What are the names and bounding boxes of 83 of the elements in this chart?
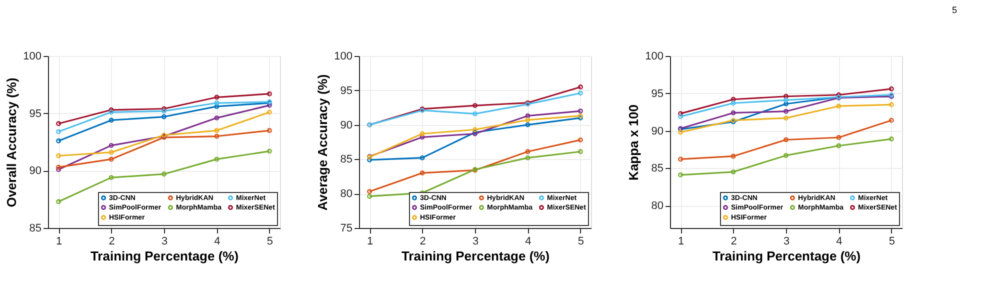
x-tick-label: 2 [420, 236, 426, 248]
point [784, 94, 788, 99]
x-tick-label: 2 [108, 236, 115, 248]
point [214, 100, 220, 106]
point [420, 131, 425, 136]
x-tick-label: 3 [783, 236, 790, 248]
point [730, 154, 736, 159]
point [784, 137, 788, 142]
point [784, 152, 788, 158]
point [472, 103, 478, 108]
point [420, 155, 425, 160]
point [730, 169, 736, 174]
point [472, 127, 478, 132]
y-tick-label: 95 [651, 88, 664, 100]
point [525, 149, 530, 154]
x-tick-label: 1 [678, 236, 684, 248]
point [214, 115, 220, 120]
x-tick-label: 4 [836, 236, 842, 248]
y-tick-label: 85 [651, 162, 664, 175]
point [108, 156, 114, 162]
y-tick-label: 95 [29, 108, 42, 120]
x-tick-label: 4 [525, 236, 532, 248]
point [784, 116, 788, 121]
y-axis-title: Kappa x 100 [626, 104, 642, 180]
x-tick-label: 2 [730, 236, 737, 248]
point [108, 110, 114, 115]
x-axis-title: Training Percentage (%) [712, 248, 861, 264]
y-axis-title: Average Accuracy (%) [315, 74, 330, 211]
point [108, 118, 114, 123]
y-tick-label: 100 [645, 50, 664, 62]
point [525, 122, 530, 128]
point [836, 92, 842, 98]
point [214, 94, 220, 100]
point [730, 96, 736, 102]
y-tick-label: 90 [340, 119, 352, 132]
point [108, 107, 114, 112]
x-axis-title: Training Percentage (%) [401, 248, 550, 264]
point [162, 114, 166, 120]
x-tick-label: 3 [472, 236, 479, 248]
x-tick-label: 1 [366, 236, 374, 248]
point [162, 172, 166, 177]
y-tick-label: 90 [651, 125, 664, 138]
point [162, 108, 166, 114]
y-tick-label: 75 [340, 222, 352, 234]
point [214, 104, 220, 109]
y-tick-label: 100 [23, 50, 42, 62]
point [730, 110, 736, 116]
point [525, 113, 530, 118]
point [214, 156, 220, 162]
x-tick-label: 4 [214, 236, 220, 248]
point [836, 135, 842, 140]
text: 5 [952, 5, 957, 15]
point [214, 128, 220, 133]
point [108, 150, 114, 155]
point [108, 175, 114, 180]
point [784, 101, 788, 106]
y-tick-label: 100 [334, 50, 352, 62]
point [162, 106, 166, 112]
point [420, 134, 425, 140]
x-tick-label: 5 [266, 236, 274, 248]
point [108, 142, 114, 148]
x-tick-label: 1 [56, 236, 62, 248]
point [472, 111, 478, 116]
y-tick-label: 85 [340, 154, 352, 166]
point [730, 100, 736, 106]
x-tick-label: 3 [161, 236, 168, 248]
y-axis-title: Overall Accuracy (%) [4, 78, 20, 208]
y-tick-label: 95 [340, 84, 352, 97]
y-tick-label: 90 [29, 165, 42, 178]
point [784, 108, 788, 114]
y-tick-label: 80 [340, 188, 352, 200]
point [836, 143, 842, 148]
point [214, 134, 220, 139]
point [525, 155, 530, 160]
x-tick-label: 5 [578, 236, 584, 248]
point [784, 98, 788, 103]
point [836, 104, 842, 109]
y-tick-label: 85 [29, 222, 42, 234]
y-tick-label: 80 [651, 200, 664, 212]
x-tick-label: 5 [888, 236, 896, 248]
point [420, 170, 425, 176]
point [525, 118, 530, 122]
x-axis-title: Training Percentage (%) [90, 248, 239, 264]
